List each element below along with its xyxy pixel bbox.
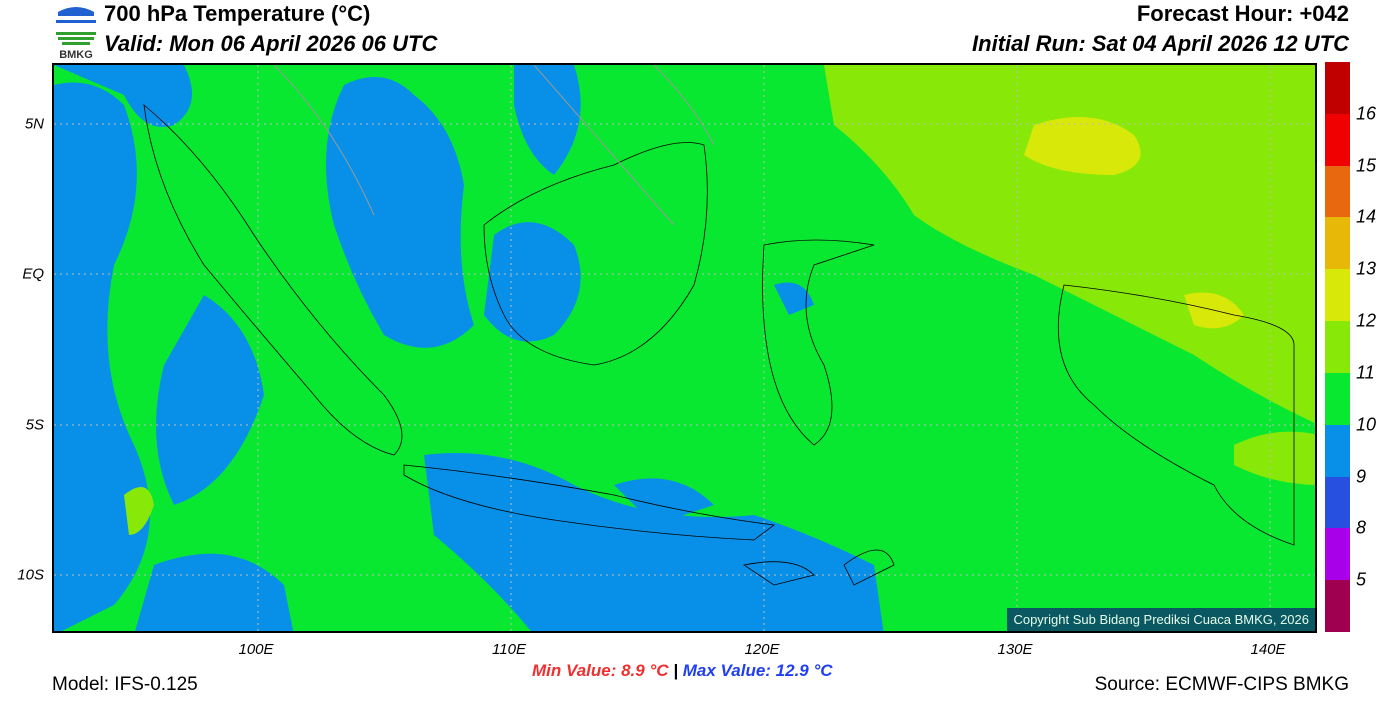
temperature-field bbox=[54, 65, 1315, 631]
colorbar-label: 11 bbox=[1356, 362, 1375, 383]
lon-label: 100E bbox=[238, 641, 274, 658]
lat-label: 5S bbox=[25, 416, 44, 434]
colorbar-swatch bbox=[1325, 476, 1350, 529]
colorbar-swatch bbox=[1325, 580, 1350, 632]
colorbar-label: 13 bbox=[1356, 258, 1377, 279]
separator: | bbox=[673, 661, 679, 680]
initial-run: Initial Run: Sat 04 April 2026 12 UTC bbox=[972, 31, 1349, 56]
colorbar-swatch bbox=[1325, 424, 1350, 477]
min-max-values: Min Value: 8.9 °C | Max Value: 12.9 °C bbox=[532, 661, 833, 681]
colorbar-label: 14 bbox=[1356, 206, 1377, 227]
model-label: Model: IFS-0.125 bbox=[52, 674, 198, 695]
min-value: Min Value: 8.9 °C bbox=[532, 661, 669, 680]
colorbar-swatch bbox=[1325, 165, 1350, 218]
copyright-notice: Copyright Sub Bidang Prediksi Cuaca BMKG… bbox=[1007, 608, 1315, 631]
bmkg-logo: BMKG bbox=[54, 3, 98, 60]
colorbar-label: 10 bbox=[1356, 414, 1377, 435]
colorbar-swatch bbox=[1325, 269, 1350, 322]
colorbar-label: 16 bbox=[1356, 103, 1377, 124]
coastlines bbox=[143, 104, 1295, 586]
lat-label: 10S bbox=[17, 566, 44, 584]
lon-label: 140E bbox=[1250, 641, 1286, 658]
colorbar bbox=[1325, 62, 1350, 632]
lon-label: 130E bbox=[997, 641, 1033, 658]
svg-text:BMKG: BMKG bbox=[59, 49, 93, 60]
colorbar-swatch bbox=[1325, 528, 1350, 581]
lat-label: 5N bbox=[24, 115, 44, 133]
chart-title: 700 hPa Temperature (°C) bbox=[104, 1, 371, 26]
valid-time: Valid: Mon 06 April 2026 06 UTC bbox=[104, 31, 438, 56]
colorbar-label: 15 bbox=[1356, 155, 1377, 176]
forecast-hour: Forecast Hour: +042 bbox=[1136, 1, 1349, 26]
temperature-map: Copyright Sub Bidang Prediksi Cuaca BMKG… bbox=[52, 63, 1317, 633]
source-label: Source: ECMWF-CIPS BMKG bbox=[1094, 674, 1349, 695]
max-value: Max Value: 12.9 °C bbox=[682, 661, 833, 680]
colorbar-swatch bbox=[1325, 321, 1350, 373]
lon-label: 120E bbox=[744, 641, 780, 658]
colorbar-label: 5 bbox=[1356, 569, 1367, 590]
colorbar-swatch bbox=[1325, 62, 1350, 114]
colorbar-swatch bbox=[1325, 372, 1350, 425]
colorbar-swatch bbox=[1325, 217, 1350, 270]
lon-label: 110E bbox=[492, 641, 526, 658]
lat-label: EQ bbox=[22, 265, 44, 283]
colorbar-label: 12 bbox=[1356, 310, 1377, 331]
colorbar-label: 9 bbox=[1356, 466, 1367, 487]
colorbar-label: 8 bbox=[1356, 517, 1367, 538]
colorbar-swatch bbox=[1325, 113, 1350, 166]
